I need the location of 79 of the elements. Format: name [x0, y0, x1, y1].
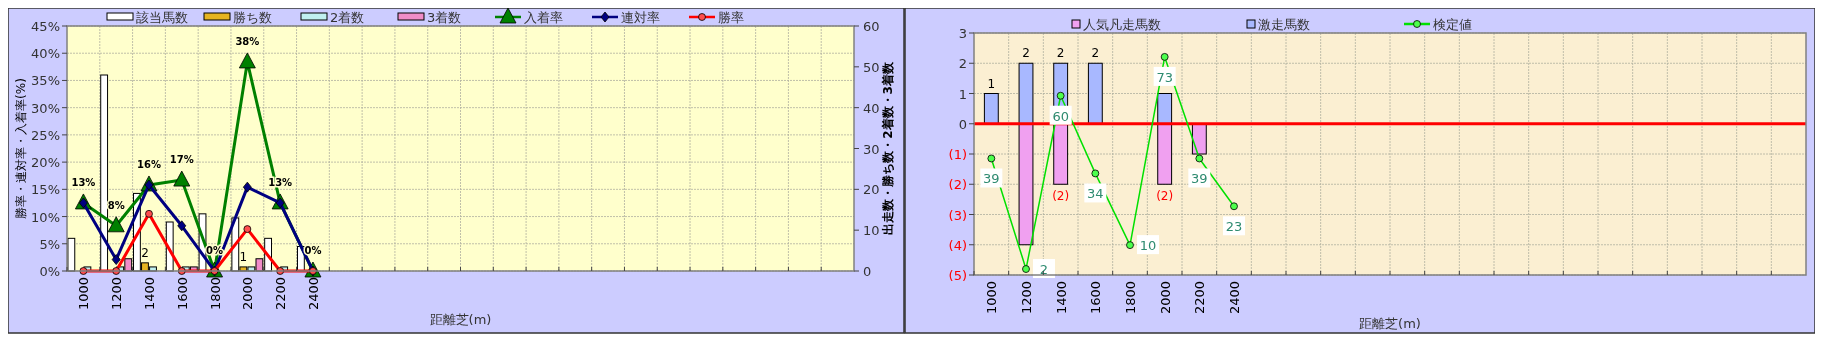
y-tick-label: 45% [31, 19, 60, 34]
data-label: 2 [1056, 46, 1065, 61]
data-label: 60 [1052, 108, 1069, 124]
legend-label: 2着数 [330, 10, 365, 25]
data-label: 2 [141, 245, 149, 260]
x-tick-label: 1800 [1123, 281, 1138, 315]
y-tick-label: 15% [31, 182, 60, 198]
y-tick-label: 35% [31, 73, 60, 89]
data-label: 17% [169, 154, 194, 166]
x-tick-label: 1400 [1053, 281, 1069, 315]
x-tick-label: 2200 [1192, 281, 1208, 315]
y2-tick-label: 30 [863, 141, 880, 157]
legend-label: 激走馬数 [1258, 17, 1310, 32]
legend-label: 検定値 [1433, 17, 1472, 32]
y-tick-label: 25% [31, 127, 60, 143]
y2-tick-label: 50 [863, 59, 880, 75]
data-label: (2) [1052, 189, 1070, 204]
x-tick-label: 2000 [240, 277, 256, 311]
data-label: 2 [1039, 262, 1049, 278]
y-tick-label: (4) [948, 237, 967, 253]
x-tick-label: 1000 [76, 277, 92, 311]
legend-label: 勝率 [718, 10, 744, 25]
y2-tick-label: 10 [863, 223, 880, 239]
data-label: 39 [1191, 171, 1208, 187]
y-tick-label: 1 [958, 86, 967, 102]
y-tick-label: (2) [948, 177, 967, 193]
legend-label: 勝ち数 [233, 10, 272, 25]
x-tick-label: 2200 [273, 277, 289, 311]
y-tick-label: (3) [948, 207, 967, 223]
x-tick-label: 1000 [984, 281, 1000, 315]
y-tick-label: (1) [948, 147, 967, 162]
data-label: 2 [1091, 46, 1100, 61]
y2-tick-label: 40 [863, 100, 880, 116]
data-label: (2) [1156, 189, 1174, 204]
y-tick-label: 5% [39, 236, 60, 252]
y-tick-label: 30% [31, 100, 60, 116]
x-tick-label: 2400 [1227, 281, 1242, 315]
data-label: 10 [1139, 238, 1157, 254]
y2-tick-label: 0 [863, 264, 872, 279]
y2-tick-label: 60 [863, 19, 880, 34]
x-tick-label: 1200 [1019, 281, 1034, 315]
y-tick-label: 0% [39, 264, 60, 279]
data-label: 23 [1225, 219, 1243, 235]
legend-label: 該当馬数 [136, 10, 188, 25]
y-tick-label: 20% [31, 155, 60, 171]
data-label: 13% [71, 176, 96, 188]
y-tick-label: 0 [958, 116, 967, 132]
x-tick-label: 1200 [109, 277, 125, 311]
y-axis-title: 勝率・連対率・入着率(%) [14, 78, 28, 219]
data-label: 16% [137, 158, 161, 170]
data-label: 0% [304, 245, 322, 256]
legend-label: 連対率 [621, 10, 660, 25]
data-label: 8% [107, 199, 125, 211]
y-tick-label: 10% [31, 209, 60, 225]
data-label: 2 [1022, 46, 1030, 61]
y-tick-label: 40% [31, 46, 60, 62]
x-tick-label: 1400 [141, 277, 157, 311]
y2-axis-title: 出走数・勝ち数・2着数・3着数 [881, 61, 895, 235]
data-label: 0% [206, 245, 224, 256]
x-tick-label: 1600 [1088, 281, 1104, 315]
y-tick-label: (5) [948, 268, 967, 283]
x-tick-label: 2400 [305, 277, 321, 311]
data-label: 73 [1156, 69, 1173, 85]
y2-tick-label: 20 [863, 182, 880, 198]
data-label: 1 [987, 76, 996, 91]
data-label: 38% [235, 35, 260, 47]
legend-label: 入着率 [524, 10, 563, 25]
x-tick-label: 2000 [1157, 281, 1173, 315]
x-tick-label: 1800 [207, 277, 223, 311]
data-label: 1 [239, 249, 248, 264]
legend-label: 3着数 [427, 10, 462, 25]
legend-label: 人気凡走馬数 [1083, 17, 1161, 32]
y-tick-label: 3 [958, 26, 967, 41]
x-axis-title: 距離芝(m) [1359, 316, 1421, 331]
y-tick-label: 2 [958, 56, 967, 72]
x-axis-title: 距離芝(m) [429, 312, 492, 327]
data-label: 34 [1087, 186, 1104, 202]
x-tick-label: 1600 [174, 277, 190, 311]
data-label: 39 [983, 171, 1000, 187]
